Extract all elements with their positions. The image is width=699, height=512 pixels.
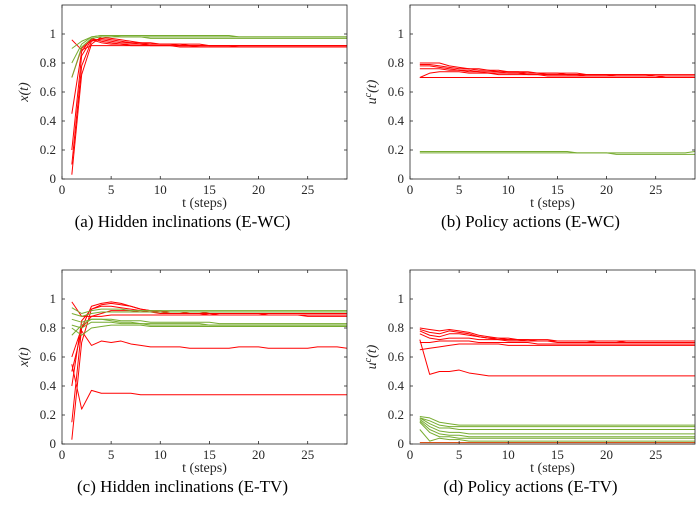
x-tick-label: 0 — [59, 182, 66, 197]
y-tick-label: 0.4 — [40, 378, 57, 393]
y-tick-label: 0 — [398, 436, 405, 451]
x-tick-label: 15 — [203, 182, 216, 197]
panel-caption: (d) Policy actions (E-TV) — [443, 477, 617, 496]
y-tick-label: 0 — [50, 436, 57, 451]
plot-frame — [409, 269, 696, 445]
x-tick-label: 25 — [301, 447, 314, 462]
y-tick-label: 1 — [50, 26, 57, 41]
y-axis-label: uc(t) — [363, 344, 380, 369]
x-tick-label: 5 — [456, 182, 463, 197]
x-tick-label: 0 — [407, 182, 414, 197]
series-line-3-5 — [419, 343, 695, 351]
y-tick-label: 0.2 — [40, 407, 56, 422]
x-tick-label: 20 — [600, 447, 613, 462]
x-tick-label: 10 — [502, 447, 515, 462]
x-tick-label: 10 — [154, 182, 167, 197]
series-line-2-11 — [71, 307, 347, 314]
series-line-3-8 — [419, 417, 695, 428]
x-tick-label: 5 — [456, 447, 463, 462]
x-tick-label: 10 — [154, 447, 167, 462]
chart-panel-2: 0 5 10 15 20 25 0 0.2 0.4 0.6 0.8 1 t (steps) x(t) (c)… — [17, 269, 348, 496]
y-tick-label: 0.6 — [388, 84, 405, 99]
series-line-0-0 — [71, 36, 347, 175]
series-line-0-1 — [71, 37, 347, 165]
y-axis-label: x(t) — [17, 82, 32, 103]
series-line-1-4 — [419, 71, 695, 78]
series-line-2-10 — [71, 311, 347, 317]
series-line-0-8 — [71, 34, 347, 49]
series-line-3-4 — [419, 340, 695, 345]
y-tick-label: 1 — [398, 291, 405, 306]
y-tick-label: 0.6 — [40, 349, 57, 364]
series-line-0-7 — [71, 34, 347, 64]
y-axis-label: x(t) — [17, 347, 32, 368]
x-tick-label: 5 — [108, 447, 115, 462]
panel-caption: (b) Policy actions (E-WC) — [441, 212, 620, 231]
series-line-2-9 — [71, 318, 347, 336]
x-tick-label: 25 — [649, 182, 662, 197]
series-line-3-9 — [419, 417, 695, 430]
x-tick-label: 20 — [252, 447, 265, 462]
series-line-3-6 — [419, 339, 695, 377]
panel-caption: (c) Hidden inclinations (E-TV) — [77, 477, 288, 496]
y-tick-label: 0.2 — [388, 142, 404, 157]
series-line-2-5 — [71, 330, 348, 372]
x-axis-label: t (steps) — [530, 196, 575, 211]
series-line-3-12 — [419, 421, 695, 439]
y-tick-label: 0.8 — [40, 55, 56, 70]
x-tick-label: 15 — [551, 182, 564, 197]
y-axis-label: uc(t) — [363, 79, 380, 104]
x-tick-label: 5 — [108, 182, 115, 197]
x-tick-label: 0 — [59, 447, 66, 462]
y-tick-label: 0.4 — [40, 113, 57, 128]
panel-caption: (a) Hidden inclinations (E-WC) — [75, 212, 291, 231]
y-tick-label: 0.4 — [388, 113, 405, 128]
series-line-2-4 — [71, 301, 347, 317]
x-axis-label: t (steps) — [182, 461, 227, 476]
y-tick-label: 0.2 — [388, 407, 404, 422]
y-tick-label: 0.6 — [388, 349, 405, 364]
series-line-0-5 — [71, 39, 347, 51]
series-line-2-2 — [71, 305, 347, 387]
x-tick-label: 15 — [203, 447, 216, 462]
series-line-3-3 — [419, 333, 695, 343]
y-tick-label: 0.2 — [40, 142, 56, 157]
y-tick-label: 0.6 — [40, 84, 57, 99]
chart-panel-0: 0 5 10 15 20 25 0 0.2 0.4 0.6 0.8 1 t (steps) x(t) (a)… — [17, 4, 348, 231]
chart-panel-1: 0 5 10 15 20 25 0 0.2 0.4 0.6 0.8 1 t (steps) uc(t) (b… — [363, 4, 696, 231]
series-line-0-2 — [71, 39, 347, 151]
y-tick-label: 1 — [398, 26, 405, 41]
x-axis-label: t (steps) — [530, 461, 575, 476]
series-line-2-3 — [71, 310, 347, 358]
plot-frame — [61, 269, 348, 445]
series-line-1-7 — [419, 152, 695, 155]
y-tick-label: 0 — [398, 171, 405, 186]
series-line-0-3 — [71, 37, 347, 114]
x-axis-label: t (steps) — [182, 196, 227, 211]
plot-frame — [61, 4, 348, 180]
y-tick-label: 0.8 — [40, 320, 56, 335]
chart-panel-3: 0 5 10 15 20 25 0 0.2 0.4 0.6 0.8 1 t (steps) uc(t) (d… — [363, 269, 696, 496]
y-tick-label: 0.4 — [388, 378, 405, 393]
x-tick-label: 20 — [252, 182, 265, 197]
series-line-2-12 — [71, 318, 347, 325]
x-tick-label: 15 — [551, 447, 564, 462]
x-tick-label: 0 — [407, 447, 414, 462]
y-tick-label: 0.8 — [388, 320, 404, 335]
series-line-1-1 — [419, 63, 695, 77]
x-tick-label: 10 — [502, 182, 515, 197]
series-line-2-6 — [71, 364, 347, 410]
series-line-3-7 — [419, 415, 695, 426]
y-tick-label: 0 — [50, 171, 57, 186]
x-tick-label: 25 — [301, 182, 314, 197]
x-tick-label: 25 — [649, 447, 662, 462]
series-line-3-11 — [419, 420, 695, 438]
y-tick-label: 1 — [50, 291, 57, 306]
series-line-2-7 — [71, 324, 347, 336]
y-tick-label: 0.8 — [388, 55, 404, 70]
series-line-3-10 — [419, 418, 695, 435]
series-line-1-6 — [419, 150, 696, 154]
x-tick-label: 20 — [600, 182, 613, 197]
